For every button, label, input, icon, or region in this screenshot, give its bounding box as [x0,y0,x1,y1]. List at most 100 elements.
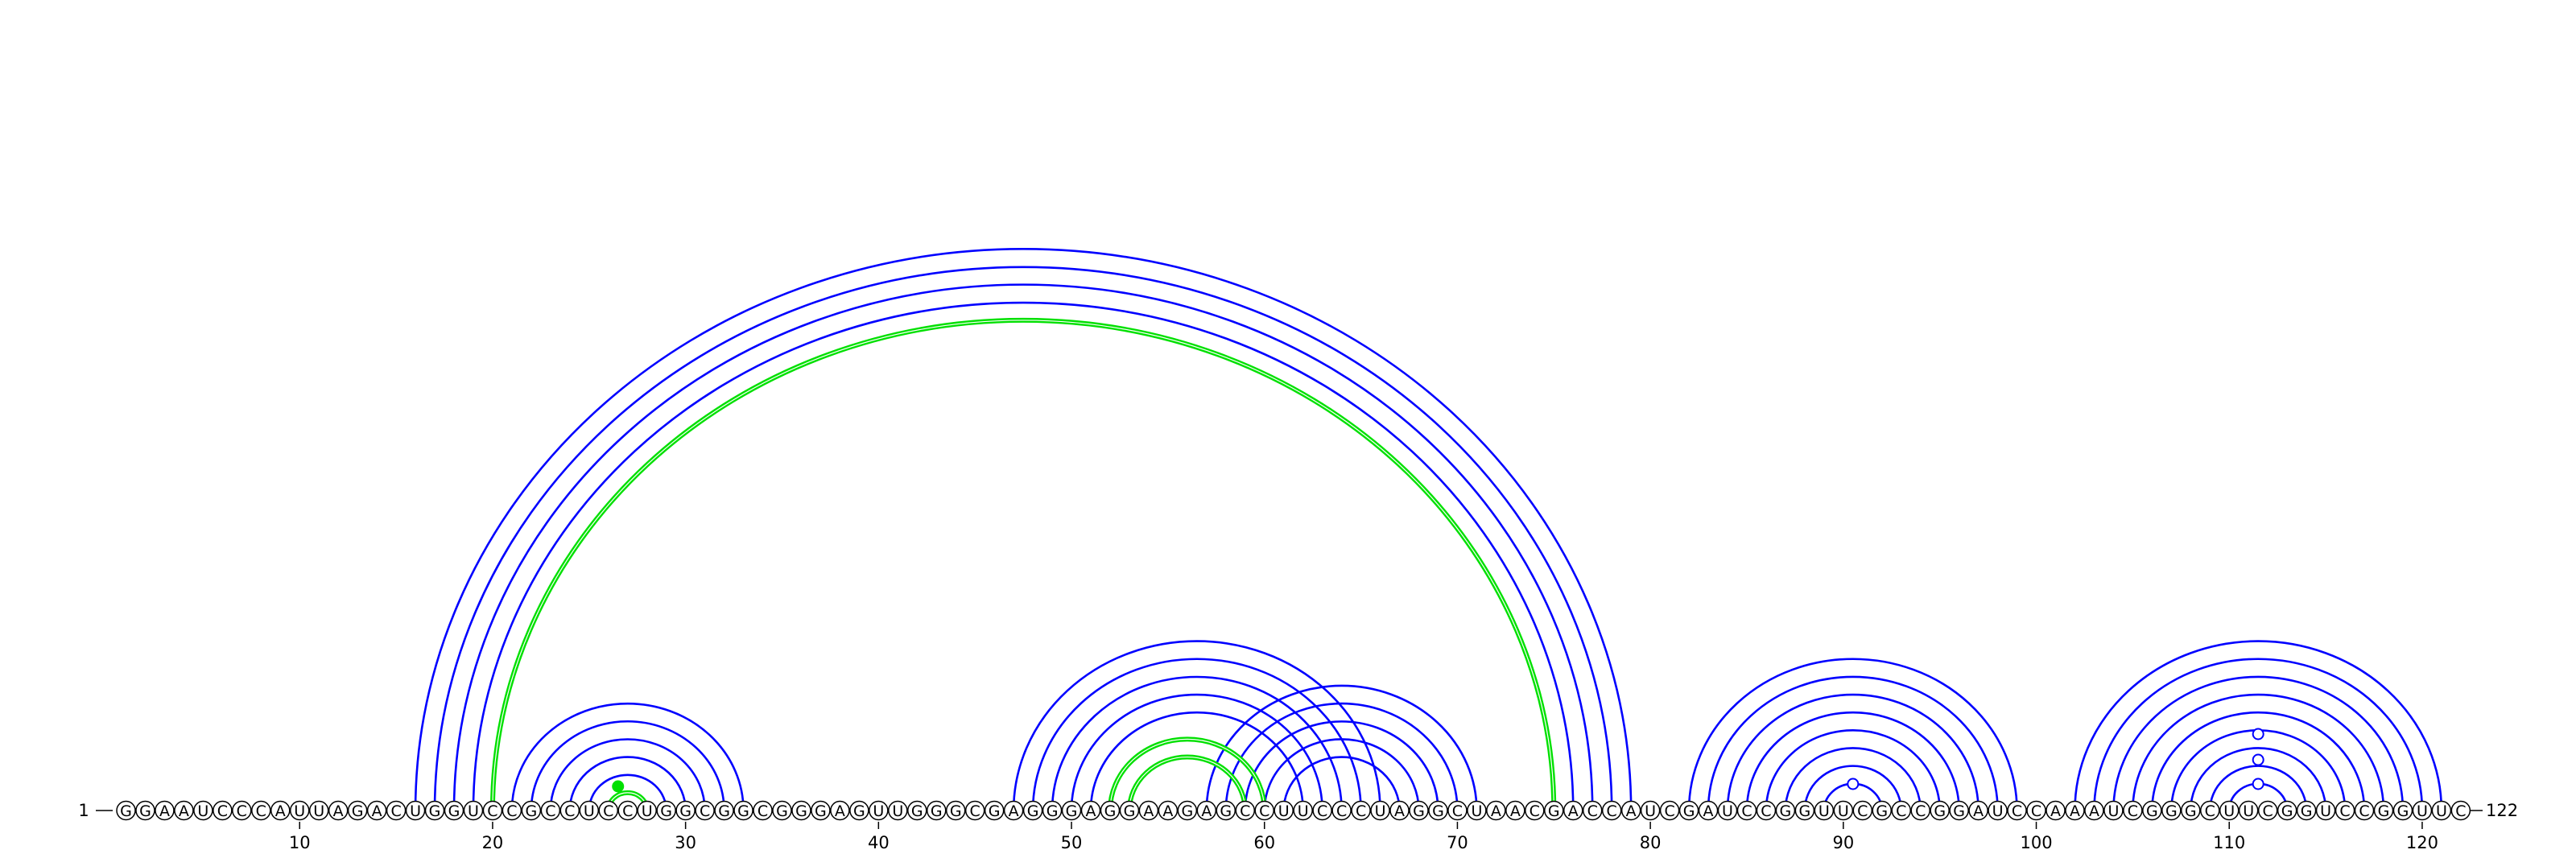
nucleotide-circle [1312,800,1332,821]
nucleotide-circle [251,800,271,821]
nucleotide-circle [521,800,542,821]
nucleotide: C [232,800,252,821]
pseudoknot-arc [1107,736,1267,811]
nucleotide-circle [2084,800,2104,821]
nucleotide-circle [174,800,194,821]
nucleotide-circle [2007,800,2027,821]
nucleotide: G [1930,800,1950,821]
nucleotide-letter: G [679,802,691,820]
nucleotide-letter: C [2263,802,2273,820]
nucleotide: G [849,800,869,821]
nucleotide: C [213,800,233,821]
nucleotide-circle [2123,800,2143,821]
nucleotide: C [1852,800,1873,821]
nucleotide: G [926,800,947,821]
nucleotide: U [1833,800,1854,821]
nucleotide-circle [1409,800,1429,821]
nucleotide-letter: C [1915,802,1926,820]
nucleotide-circle [1389,800,1410,821]
nucleotide-letter: C [2205,802,2215,820]
nucleotide-letter: C [2455,802,2466,820]
nucleotide-letter: A [1201,802,1212,820]
tick-label: 40 [868,833,890,852]
nucleotide-circle [1158,800,1179,821]
base-pair-arc [1784,747,1922,811]
nucleotide: G [444,800,464,821]
nucleotide-letter: G [660,802,672,820]
tick-label: 30 [675,833,696,852]
tick-label: 100 [2020,833,2052,852]
nucleotide: U [2103,800,2124,821]
nucleotide: C [1910,800,1930,821]
nucleotide-circle [1640,800,1661,821]
nucleotide-circle [964,800,985,821]
nucleotide-circle [1370,800,1390,821]
nucleotide: C [251,800,271,821]
nucleotide-circle [1833,800,1854,821]
nucleotide: G [1678,800,1699,821]
base-pair-arc [1224,702,1459,811]
nucleotide-letter: A [2050,802,2061,820]
nucleotide-letter: C [2128,802,2138,820]
nucleotide-letter: U [197,802,208,820]
nucleotide: U [1370,800,1390,821]
nucleotide-circle [984,800,1005,821]
nucleotide-circle [1678,800,1699,821]
nucleotide-circle [1988,800,2008,821]
loop-marker [2252,728,2264,740]
nucleotide-letter: G [429,802,441,820]
nucleotide: C [1254,800,1274,821]
nucleotide-letter: A [1973,802,1984,820]
nucleotide: G [1544,800,1564,821]
nucleotide-letter: C [622,802,633,820]
nucleotide-circle [1659,800,1680,821]
nucleotide: A [1505,800,1525,821]
nucleotide-letter: A [1143,802,1154,820]
nucleotide-letter: U [2320,802,2331,820]
nucleotide-circle [1756,800,1777,821]
nucleotide-circle [2277,800,2297,821]
nucleotide-letter: G [526,802,538,820]
nucleotide-letter: A [372,802,382,820]
nucleotide: U [2238,800,2259,821]
nucleotide: A [1196,800,1217,821]
nucleotide: G [811,800,831,821]
nucleotide: C [2200,800,2220,821]
nucleotide: A [2065,800,2085,821]
nucleotide-circle [1177,800,1198,821]
nucleotide-circle [1486,800,1506,821]
base-pair-arc [1707,675,1999,811]
nucleotide-circle [2392,800,2413,821]
nucleotide-circle [2238,800,2259,821]
nucleotide-letter: G [1683,802,1695,820]
nucleotide-circle [1794,800,1815,821]
nucleotide: A [1563,800,1583,821]
nucleotide: C [598,800,618,821]
base-pair-arc [2093,658,2424,811]
loop-marker [2252,753,2264,766]
base-pair-arc [2151,711,2366,811]
nucleotide-letter: U [1375,802,1386,820]
nucleotide-letter: G [1181,802,1193,820]
nucleotide-letter: G [931,802,943,820]
nucleotide-letter: U [2223,802,2235,820]
nucleotide-circle [811,800,831,821]
base-pair-arc [1745,711,1960,811]
nucleotide-letter: C [1356,802,1366,820]
nucleotide-letter: C [217,802,228,820]
nucleotide-letter: G [853,802,865,820]
nucleotide: C [502,800,522,821]
nucleotide-letter: U [313,802,324,820]
nucleotide-circle [2026,800,2046,821]
nucleotide: G [135,800,155,821]
base-pair-arc [510,702,745,811]
base-pair-arc [1263,738,1420,811]
nucleotide-circle [1467,800,1487,821]
nucleotide: A [270,800,291,821]
nucleotide: G [772,800,792,821]
nucleotide-circle [2412,800,2433,821]
nucleotide-letter: G [2146,802,2158,820]
nucleotide: G [907,800,927,821]
nucleotide-circle [1910,800,1930,821]
base-pair-arc [414,248,1633,811]
